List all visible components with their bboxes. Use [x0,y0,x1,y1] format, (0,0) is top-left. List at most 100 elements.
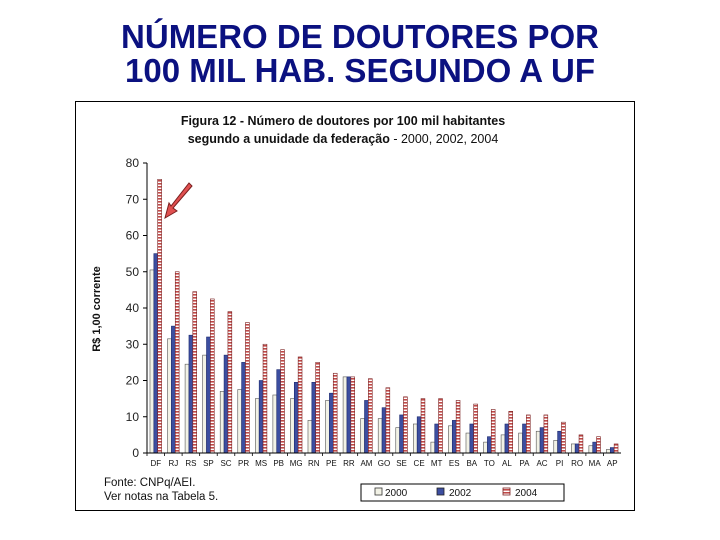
bar-2002-pa [522,423,527,454]
bar-2002-pi [557,430,562,454]
bar-2004-pi [561,421,566,454]
y-tick-label: 10 [126,410,140,424]
bar-2000-pi [553,440,558,454]
bar-2000-sc [219,391,225,454]
x-tick-label-se: SE [396,459,407,468]
x-tick-label-ma: MA [589,459,602,468]
bar-2004-pe [332,372,338,454]
bar-2000-to [483,441,488,454]
bar-2002-ms [258,380,264,454]
bar-2004-es [455,400,461,454]
bar-2004-ba [473,403,478,454]
bar-2002-rr [346,376,352,454]
bar-2002-df [153,253,159,454]
x-tick-label-rn: RN [308,459,320,468]
legend-swatch-2000 [374,487,383,496]
bar-2002-se [399,414,404,454]
y-axis: 0 10 20 30 40 50 60 70 80 [126,156,148,460]
bar-2002-pb [276,369,281,454]
bar-2004-go [385,387,391,454]
bar-2000-pe [325,400,330,454]
bar-2000-rn [307,420,313,454]
bar-2000-rr [342,376,348,454]
chart-title-line2-rest: - 2000, 2002, 2004 [390,132,498,146]
bar-2000-ma [588,445,594,454]
bar-2004-sp [210,298,215,454]
bar-2004-rs [192,291,197,454]
bar-2002-mg [293,382,299,454]
y-tick-label: 40 [126,301,140,315]
legend-label-2002: 2002 [449,488,472,499]
bar-2000-mt [430,441,436,454]
x-tick-label-ac: AC [536,459,547,468]
bar-2000-ac [535,430,541,454]
bar-chart: Figura 12 - Número de doutores por 100 m… [91,114,621,503]
bar-2004-mg [297,356,303,454]
bar-2002-am [364,400,369,454]
y-axis-label: R$ 1,00 corrente [91,266,103,352]
bar-2000-mg [290,398,295,454]
bar-2000-se [395,427,400,454]
bar-2002-go [381,407,387,454]
x-tick-label-ap: AP [607,459,618,468]
bar-2000-ap [606,449,611,454]
bar-2004-am [368,378,373,454]
x-tick-label-pr: PR [238,459,249,468]
bar-2000-df [149,269,155,454]
bar-2000-ba [465,432,471,454]
y-tick-label: 30 [126,337,140,351]
bar-2000-ce [413,423,418,454]
y-tick-label: 20 [126,374,140,388]
bar-2004-pr [245,322,250,454]
bar-2004-df [157,179,162,454]
bar-2004-ce [420,398,426,454]
slide-title: NÚMERO DE DOUTORES POR 100 MIL HAB. SEGU… [0,20,720,88]
slide-title-line2: 100 MIL HAB. SEGUNDO A UF [124,52,595,89]
bar-2004-ma [596,436,601,454]
slide-title-line1: NÚMERO DE DOUTORES POR [121,18,599,55]
legend-swatch-2004 [502,487,511,496]
bar-2000-rj [167,338,172,454]
bar-2000-es [448,425,453,454]
source-line1: Fonte: CNPq/AEI. [104,477,195,489]
x-tick-label-pb: PB [273,459,284,468]
x-tick-label-sp: SP [203,459,214,468]
bar-2000-sp [202,354,207,454]
bar-2002-ba [469,423,475,454]
highlight-arrow [164,182,193,220]
bar-2002-pe [329,392,334,454]
legend-swatch-2002 [436,487,445,496]
bar-2002-ma [592,441,597,454]
bar-2000-ms [255,398,260,454]
x-tick-label-rs: RS [185,459,196,468]
bar-2000-pr [237,389,242,454]
bar-2000-go [377,418,383,454]
legend-box [360,483,565,502]
y-tick-label: 50 [126,265,140,279]
bar-2002-pr [241,362,246,454]
y-tick-label: 0 [132,446,139,460]
chart-title-line1: Figura 12 - Número de doutores por 100 m… [181,114,505,128]
y-tick-label: 80 [126,156,140,170]
bar-2004-al [508,411,513,454]
bar-2004-pb [280,349,285,454]
bar-2000-al [500,434,506,454]
bar-2004-se [403,396,408,454]
bar-2002-sc [223,354,229,454]
x-tick-label-al: AL [502,459,512,468]
x-axis: DF RJ RS SP SC PR MS PB MG RN PE RR AM GO SE CE MT ES BA TO… [146,452,621,468]
chart-frame: Figura 12 - Número de doutores por 100 m… [75,101,635,511]
x-tick-label-to: TO [484,459,495,468]
x-tick-label-am: AM [360,459,372,468]
x-tick-label-pa: PA [519,459,530,468]
x-tick-label-go: GO [378,459,390,468]
bars [149,179,619,454]
bar-2002-rn [311,382,317,454]
bar-2002-ac [539,427,545,454]
bar-2002-to [487,436,492,454]
legend-label-2004: 2004 [515,488,538,499]
bar-2004-to [490,409,496,454]
x-tick-label-pi: PI [556,459,564,468]
bar-2004-sc [227,311,233,454]
bar-2004-pa [526,414,531,454]
